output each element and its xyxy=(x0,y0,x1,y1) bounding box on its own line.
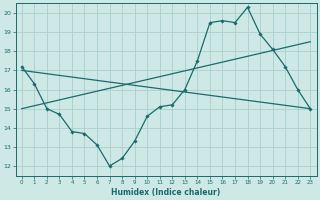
X-axis label: Humidex (Indice chaleur): Humidex (Indice chaleur) xyxy=(111,188,221,197)
